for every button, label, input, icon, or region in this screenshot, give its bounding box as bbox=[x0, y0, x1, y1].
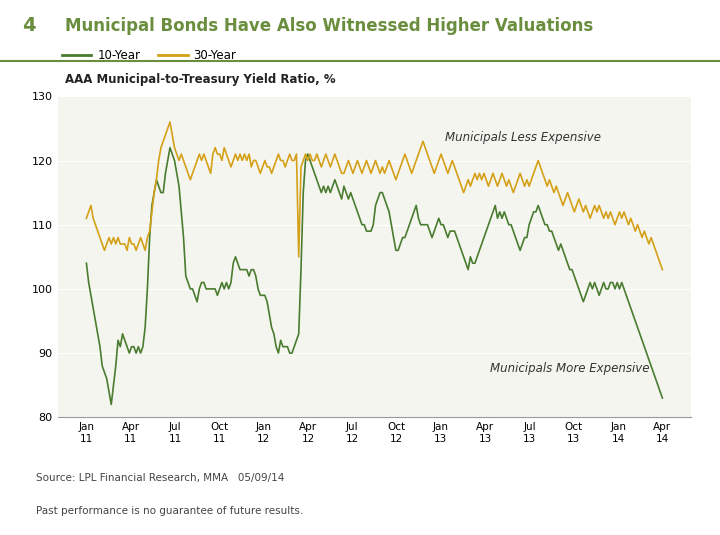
Text: Municipals More Expensive: Municipals More Expensive bbox=[490, 362, 649, 376]
Text: 4: 4 bbox=[22, 16, 35, 35]
Text: AAA Municipal-to-Treasury Yield Ratio, %: AAA Municipal-to-Treasury Yield Ratio, % bbox=[65, 73, 336, 86]
Text: Past performance is no guarantee of future results.: Past performance is no guarantee of futu… bbox=[36, 506, 303, 516]
Text: Municipal Bonds Have Also Witnessed Higher Valuations: Municipal Bonds Have Also Witnessed High… bbox=[65, 17, 593, 35]
Legend: 10-Year, 30-Year: 10-Year, 30-Year bbox=[57, 44, 241, 67]
Text: Municipals Less Expensive: Municipals Less Expensive bbox=[446, 131, 601, 144]
Text: Source: LPL Financial Research, MMA   05/09/14: Source: LPL Financial Research, MMA 05/0… bbox=[36, 473, 284, 484]
